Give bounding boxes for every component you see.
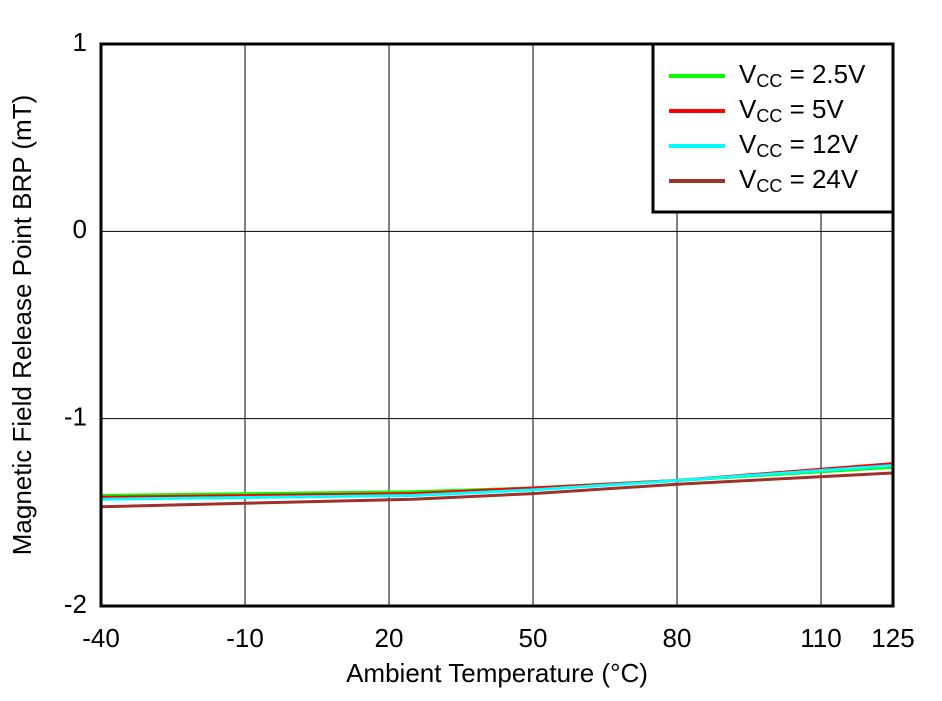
x-tick-label: 110 xyxy=(800,623,841,653)
legend-label: VCC = 5V xyxy=(739,94,844,126)
y-tick-label: -2 xyxy=(64,589,87,619)
series-line xyxy=(100,471,894,509)
y-axis-label: Magnetic Field Release Point BRP (mT) xyxy=(7,95,37,555)
y-tick-label: 1 xyxy=(73,27,87,57)
legend-label: VCC = 2.5V xyxy=(739,59,866,91)
plot-frame xyxy=(99,42,895,608)
x-tick-label: 20 xyxy=(375,623,404,653)
y-tick-label: -1 xyxy=(64,402,87,432)
legend-label: VCC = 12V xyxy=(739,129,859,161)
y-tick-label: 0 xyxy=(73,214,87,244)
x-tick-label: -40 xyxy=(82,623,120,653)
x-tick-label: -10 xyxy=(226,623,264,653)
series-line xyxy=(100,464,894,501)
x-tick-label: 80 xyxy=(663,623,692,653)
legend-box xyxy=(651,42,895,214)
legend-label: VCC = 24V xyxy=(739,164,859,196)
x-tick-label: 50 xyxy=(519,623,548,653)
x-axis-label: Ambient Temperature (°C) xyxy=(346,658,648,688)
x-tick-label: 125 xyxy=(871,623,914,653)
